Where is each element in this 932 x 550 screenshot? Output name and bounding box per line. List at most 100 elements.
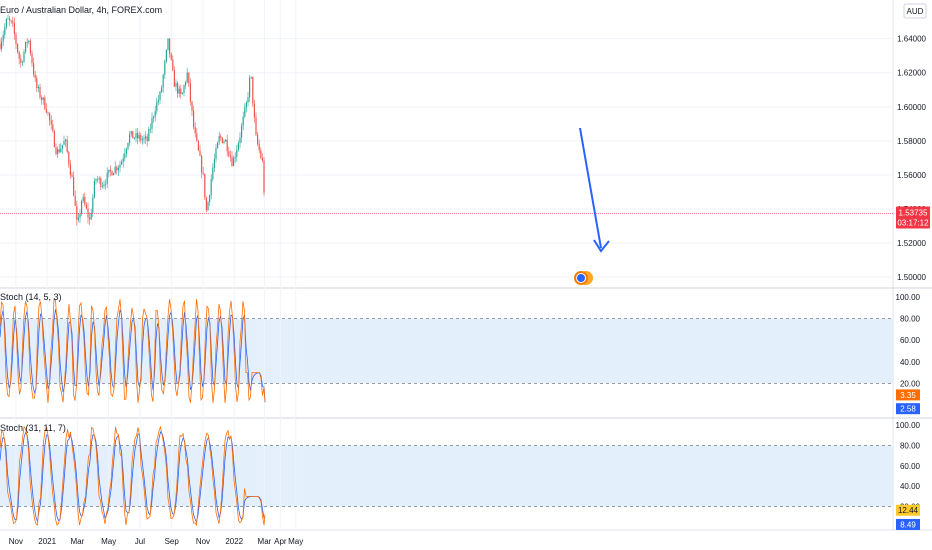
s2-k-line <box>0 425 266 527</box>
candle-body <box>34 74 36 79</box>
candle-body <box>169 38 171 54</box>
candle-body <box>0 43 1 49</box>
candle-body <box>234 156 236 159</box>
candle-body <box>85 204 87 209</box>
candle-body <box>15 34 17 45</box>
currency-button[interactable]: AUD <box>903 3 927 19</box>
candle-body <box>239 137 241 144</box>
candle-body <box>194 127 196 134</box>
candle-body <box>101 186 103 187</box>
stoch2-tick-label: 60.00 <box>900 462 921 471</box>
candle-body <box>66 139 68 152</box>
date-tick-label: May <box>288 537 303 546</box>
candle-body <box>223 141 225 144</box>
candle-body <box>141 139 143 141</box>
candle-body <box>121 161 123 165</box>
candle-body <box>161 87 163 93</box>
bar-countdown: 03:17:12 <box>897 219 929 228</box>
candle-body <box>20 58 22 63</box>
date-tick-label: Apr <box>274 537 287 546</box>
candle-body <box>132 131 134 139</box>
currency-label: AUD <box>907 7 924 16</box>
candle-body <box>61 144 63 149</box>
candle-body <box>33 63 35 75</box>
candle-body <box>212 167 214 180</box>
candle-body <box>157 100 159 102</box>
candle-body <box>89 217 91 220</box>
date-tick-label: Nov <box>196 537 210 546</box>
candle-body <box>36 78 38 89</box>
stoch1-tick-label: 100.00 <box>896 293 921 302</box>
candle-body <box>197 140 199 151</box>
candle-body <box>13 23 15 35</box>
candle-body <box>109 169 111 171</box>
candles <box>0 14 265 226</box>
candle-body <box>69 164 71 175</box>
candle-body <box>58 149 60 153</box>
candle-body <box>257 134 259 144</box>
candle-body <box>44 97 46 110</box>
candle-body <box>1 41 3 49</box>
price-axis[interactable]: 1.50000 1.52000 1.54000 1.56000 1.58000 … <box>897 35 926 283</box>
stoch2-tick-label: 100.00 <box>896 421 921 430</box>
candle-body <box>202 172 204 174</box>
date-tick-label: Nov <box>9 537 23 546</box>
candle-body <box>98 178 100 180</box>
candle-body <box>140 135 142 141</box>
economic-event-icon[interactable] <box>574 271 593 285</box>
candle-body <box>12 20 14 24</box>
candle-body <box>45 109 47 113</box>
candle-body <box>209 195 211 203</box>
candle-body <box>9 18 11 21</box>
stoch1-value-badges: 3.35 2.58 <box>896 389 920 415</box>
date-tick-label: Jul <box>135 537 145 546</box>
candle-body <box>84 196 86 205</box>
candle-body <box>100 178 102 187</box>
candle-body <box>116 166 118 171</box>
candle-body <box>148 128 150 142</box>
candle-body <box>191 101 193 111</box>
candle-body <box>217 142 219 149</box>
date-tick-label: Mar <box>70 537 84 546</box>
candle-body <box>201 155 203 173</box>
candle-body <box>74 195 76 206</box>
candle-body <box>103 184 105 187</box>
candle-body <box>167 38 169 50</box>
stoch1-axis[interactable]: 20.00 40.00 60.00 80.00 100.00 <box>896 293 921 388</box>
candle-body <box>159 92 161 101</box>
chart-title: Euro / Australian Dollar, 4h, FOREX.com <box>0 5 162 15</box>
time-axis[interactable]: Nov 2021 Mar May Jul Sep Nov 2022 Mar Ap… <box>9 537 304 546</box>
candle-body <box>151 118 153 129</box>
candle-body <box>204 173 206 198</box>
price-tick-label: 1.50000 <box>897 273 926 282</box>
candle-body <box>60 148 62 153</box>
candle-body <box>92 197 94 213</box>
s2-d-line <box>0 431 266 524</box>
candle-body <box>183 85 185 93</box>
candle-body <box>186 72 188 82</box>
price-tick-label: 1.62000 <box>897 69 926 78</box>
candle-body <box>172 59 174 71</box>
forecast-arrow[interactable] <box>579 127 610 253</box>
candle-body <box>63 141 65 145</box>
candle-body <box>213 159 215 168</box>
candle-body <box>108 169 110 173</box>
stoch1-title: Stoch (14, 5, 3) <box>0 292 62 302</box>
stoch1-d-value: 2.58 <box>900 405 916 414</box>
candle-body <box>77 217 79 220</box>
candle-body <box>164 61 166 75</box>
candle-body <box>237 143 239 150</box>
candle-body <box>226 139 228 152</box>
candle-body <box>210 179 212 196</box>
price-tick-label: 1.52000 <box>897 239 926 248</box>
candle-body <box>153 116 155 119</box>
stoch-lines <box>0 298 266 527</box>
candle-body <box>71 174 73 177</box>
candle-body <box>145 136 147 139</box>
candle-body <box>87 208 89 218</box>
candle-body <box>105 183 107 185</box>
candle-body <box>149 128 151 130</box>
candle-body <box>79 213 81 218</box>
stoch1-tick-label: 20.00 <box>900 379 921 388</box>
